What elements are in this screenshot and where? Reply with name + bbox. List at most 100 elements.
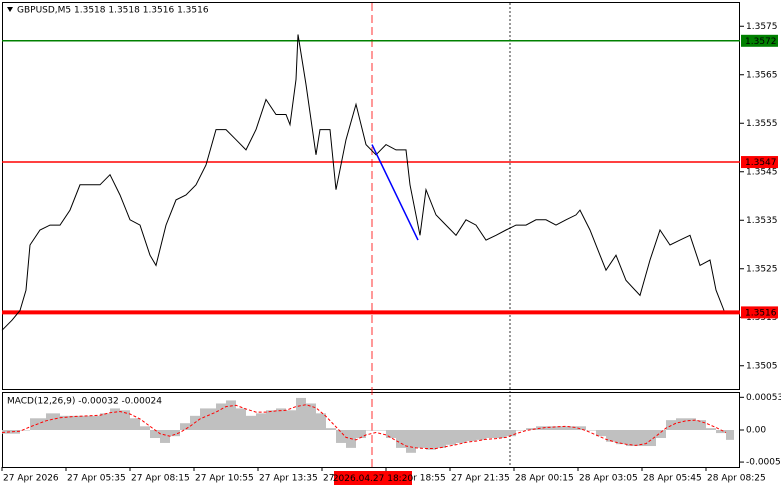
macd-bar	[606, 430, 616, 442]
macd-bar	[336, 430, 346, 443]
macd-bar	[180, 423, 190, 430]
macd-bar	[20, 430, 30, 431]
macd-bar	[296, 397, 306, 430]
y-tick-label: 1.3565	[746, 70, 778, 80]
price-panel	[2, 2, 740, 390]
y-tick-label: 1.3505	[746, 361, 778, 371]
macd-bar	[506, 430, 516, 437]
macd-bar	[236, 408, 246, 430]
macd-bar	[676, 418, 686, 430]
macd-bar	[456, 430, 466, 443]
macd-bar	[266, 410, 276, 430]
level-label: 1.3516	[745, 308, 777, 318]
trend-line	[371, 144, 419, 241]
macd-bar	[100, 413, 110, 430]
macd-bar	[706, 428, 716, 430]
macd-bar	[216, 403, 226, 430]
macd-bar	[556, 426, 566, 430]
price-line	[1, 34, 725, 331]
macd-bar	[566, 426, 576, 430]
x-tick-label: 27 Apr 2026	[3, 474, 59, 484]
macd-bar	[426, 430, 436, 450]
macd-bar	[496, 430, 506, 439]
macd-bar	[306, 403, 316, 430]
macd-bar	[76, 415, 90, 430]
macd-bar	[396, 430, 406, 448]
level-label: 1.3572	[745, 37, 777, 47]
macd-bar	[476, 430, 486, 440]
macd-bar	[256, 413, 266, 430]
x-tick-label: 27 Apr 18:55	[387, 474, 446, 484]
level-label-box	[741, 34, 778, 47]
macd-bar	[110, 408, 120, 430]
macd-title: MACD(12,26,9) -0.00032 -0.00024	[7, 397, 162, 407]
symbol-icon	[7, 7, 13, 12]
macd-bar	[516, 430, 526, 431]
y-tick-label: 1.3545	[746, 167, 778, 177]
macd-bar	[666, 420, 676, 430]
macd-bar	[446, 430, 456, 445]
macd-bar	[616, 430, 626, 445]
y-tick-label: 1.3575	[746, 22, 778, 32]
macd-bar	[536, 426, 546, 430]
macd-bar	[316, 413, 326, 430]
macd-bar	[120, 410, 130, 430]
macd-bar	[60, 415, 76, 430]
y-tick-label: 0.00	[746, 426, 766, 436]
macd-bar	[140, 426, 150, 430]
macd-bar	[160, 430, 170, 443]
y-tick-label: -0.00052	[746, 458, 781, 468]
cursor-label-box	[334, 471, 412, 485]
macd-bar	[656, 430, 666, 439]
macd-bar	[686, 418, 696, 430]
x-tick-label: 27 Apr 05:35	[67, 474, 126, 484]
macd-bar	[276, 408, 286, 430]
chart-title: GBPUSD,M5 1.3518 1.3518 1.3516 1.3516	[17, 6, 209, 16]
macd-bar	[356, 430, 366, 439]
macd-bar	[326, 428, 336, 430]
macd-bar	[526, 428, 536, 430]
macd-bar	[576, 426, 586, 430]
x-tick-label: 28 Apr 05:45	[643, 474, 702, 484]
macd-bar	[436, 430, 446, 448]
macd-bar	[716, 430, 726, 434]
level-label: 1.3547	[745, 158, 777, 168]
x-tick-label: 27 Apr 13:35	[259, 474, 318, 484]
x-tick-label: 27 Apr 21:35	[451, 474, 510, 484]
macd-bar	[286, 410, 296, 430]
macd-bar	[226, 400, 236, 430]
macd-bar	[626, 430, 636, 447]
macd-bar	[486, 430, 496, 439]
macd-bar	[406, 430, 416, 453]
macd-bar	[386, 430, 396, 439]
y-tick-label: 0.00053	[746, 393, 781, 403]
macd-bar	[416, 430, 426, 448]
macd-bar	[200, 408, 216, 430]
cursor-label: 2026.04.27 18:20	[333, 474, 414, 484]
macd-bar	[636, 430, 646, 447]
macd-bar	[130, 418, 140, 430]
macd-bar	[90, 415, 100, 430]
macd-bar	[2, 430, 20, 434]
x-tick-label: 27 Apr 08:15	[131, 474, 190, 484]
macd-bar	[376, 430, 386, 431]
macd-bar	[696, 420, 706, 430]
macd-bar	[466, 430, 476, 442]
level-label-box	[741, 306, 778, 319]
signal-line	[1, 404, 727, 449]
x-tick-label: 27 Apr 10:55	[195, 474, 254, 484]
x-tick-label: 28 Apr 00:15	[515, 474, 574, 484]
macd-bar	[150, 430, 160, 439]
y-tick-label: 1.3535	[746, 216, 778, 226]
macd-bar	[646, 430, 656, 447]
macd-bar	[586, 430, 596, 431]
macd-bar	[366, 430, 376, 431]
macd-bar	[596, 430, 606, 437]
macd-bar	[546, 426, 556, 430]
x-tick-label: 28 Apr 03:05	[579, 474, 638, 484]
macd-bar	[246, 415, 256, 430]
macd-bar	[726, 430, 734, 440]
y-tick-label: 1.3555	[746, 119, 778, 129]
